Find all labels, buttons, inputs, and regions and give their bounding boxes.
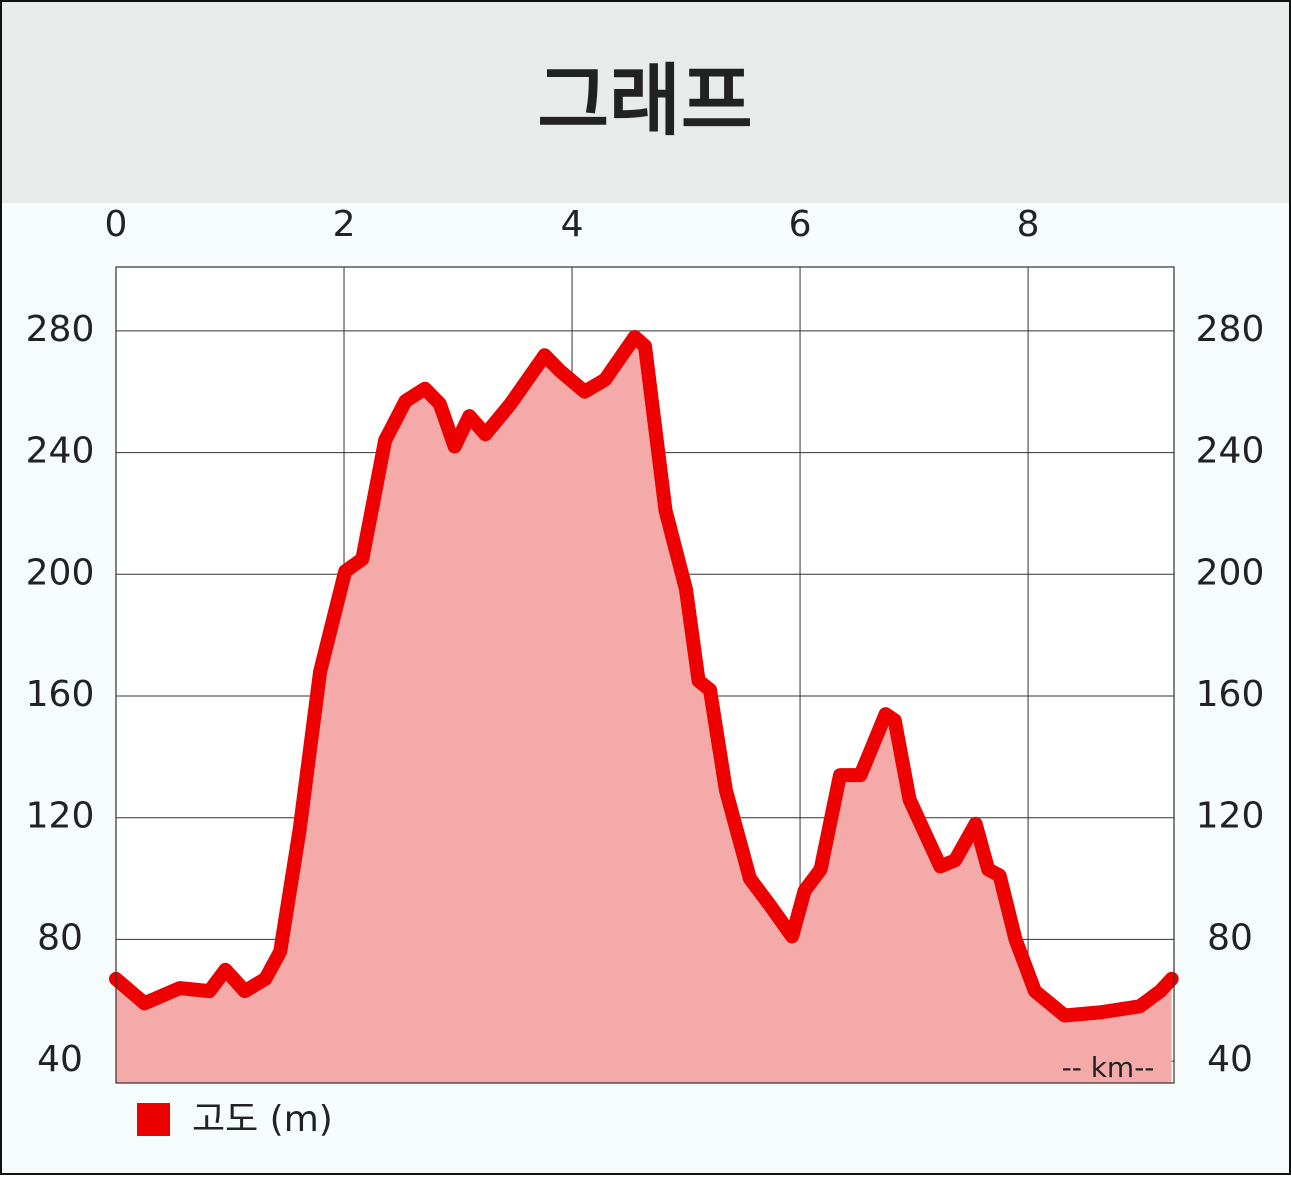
legend-label: 고도 (m) (192, 1099, 333, 1140)
header (2, 2, 1289, 203)
x-tick-label: 4 (561, 204, 584, 245)
y2-tick-label: 40 (1207, 1039, 1253, 1080)
plot-border (115, 266, 1175, 1084)
y-tick-label: 200 (26, 552, 95, 593)
chart-title: 그래프 (537, 56, 752, 146)
y2-tick-label: 80 (1207, 917, 1253, 958)
x-tick-label: 8 (1017, 204, 1040, 245)
y2-tick-label: 280 (1196, 309, 1265, 350)
y2-tick-label: 200 (1196, 552, 1265, 593)
y-tick-label: 280 (26, 309, 95, 350)
y2-tick-label: 120 (1196, 796, 1265, 837)
y-tick-label: 160 (26, 674, 95, 715)
y-tick-label: 40 (37, 1039, 83, 1080)
y-tick-label: 120 (26, 796, 95, 837)
area (116, 337, 1172, 1083)
y-tick-label: 240 (26, 431, 95, 472)
x-tick-label: 6 (789, 204, 812, 245)
x-axis-label: -- km-- (1062, 1051, 1155, 1084)
x-tick-label: 2 (333, 204, 356, 245)
y2-tick-label: 240 (1196, 431, 1265, 472)
legend-swatch (137, 1103, 170, 1136)
y-tick-label: 80 (37, 917, 83, 958)
y2-tick-label: 160 (1196, 674, 1265, 715)
x-tick-label: 0 (105, 204, 128, 245)
line (109, 330, 1179, 1023)
